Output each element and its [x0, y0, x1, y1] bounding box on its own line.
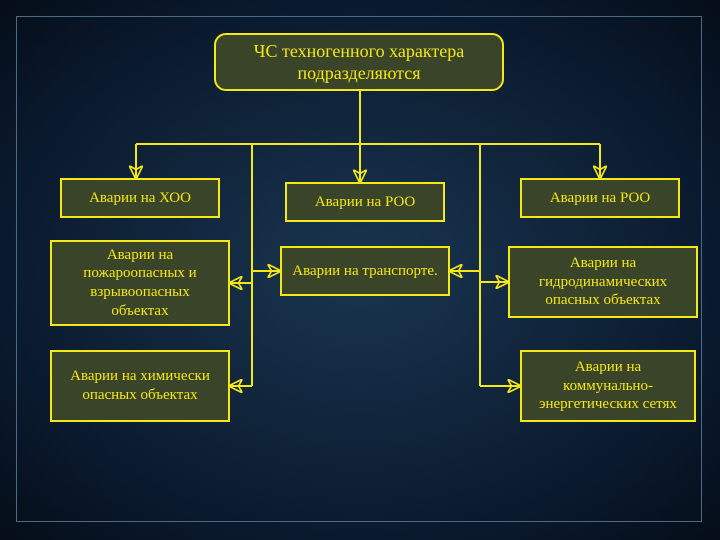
node-label: Аварии на РОО — [315, 193, 415, 212]
node-n2: Аварии на РОО — [285, 182, 445, 222]
node-n5: Аварии на транспорте. — [280, 246, 450, 296]
node-label: Аварии на химически опасных объектах — [60, 367, 220, 405]
node-n6: Аварии на гидродинамических опасных объе… — [508, 246, 698, 318]
node-n3: Аварии на РОО — [520, 178, 680, 218]
node-label: Аварии на гидродинамических опасных объе… — [518, 254, 688, 310]
node-label: Аварии на транспорте. — [292, 262, 438, 281]
node-n7: Аварии на химически опасных объектах — [50, 350, 230, 422]
node-n8: Аварии на коммунально-энергетических сет… — [520, 350, 696, 422]
node-n4: Аварии на пожароопасных и взрывоопасных … — [50, 240, 230, 326]
node-label: Аварии на ХОО — [89, 189, 191, 208]
root-label: ЧС техногенного характера подразделяются — [224, 40, 494, 85]
root-node: ЧС техногенного характера подразделяются — [214, 33, 504, 91]
node-label: Аварии на коммунально-энергетических сет… — [530, 358, 686, 414]
node-label: Аварии на пожароопасных и взрывоопасных … — [60, 246, 220, 321]
node-n1: Аварии на ХОО — [60, 178, 220, 218]
node-label: Аварии на РОО — [550, 189, 650, 208]
